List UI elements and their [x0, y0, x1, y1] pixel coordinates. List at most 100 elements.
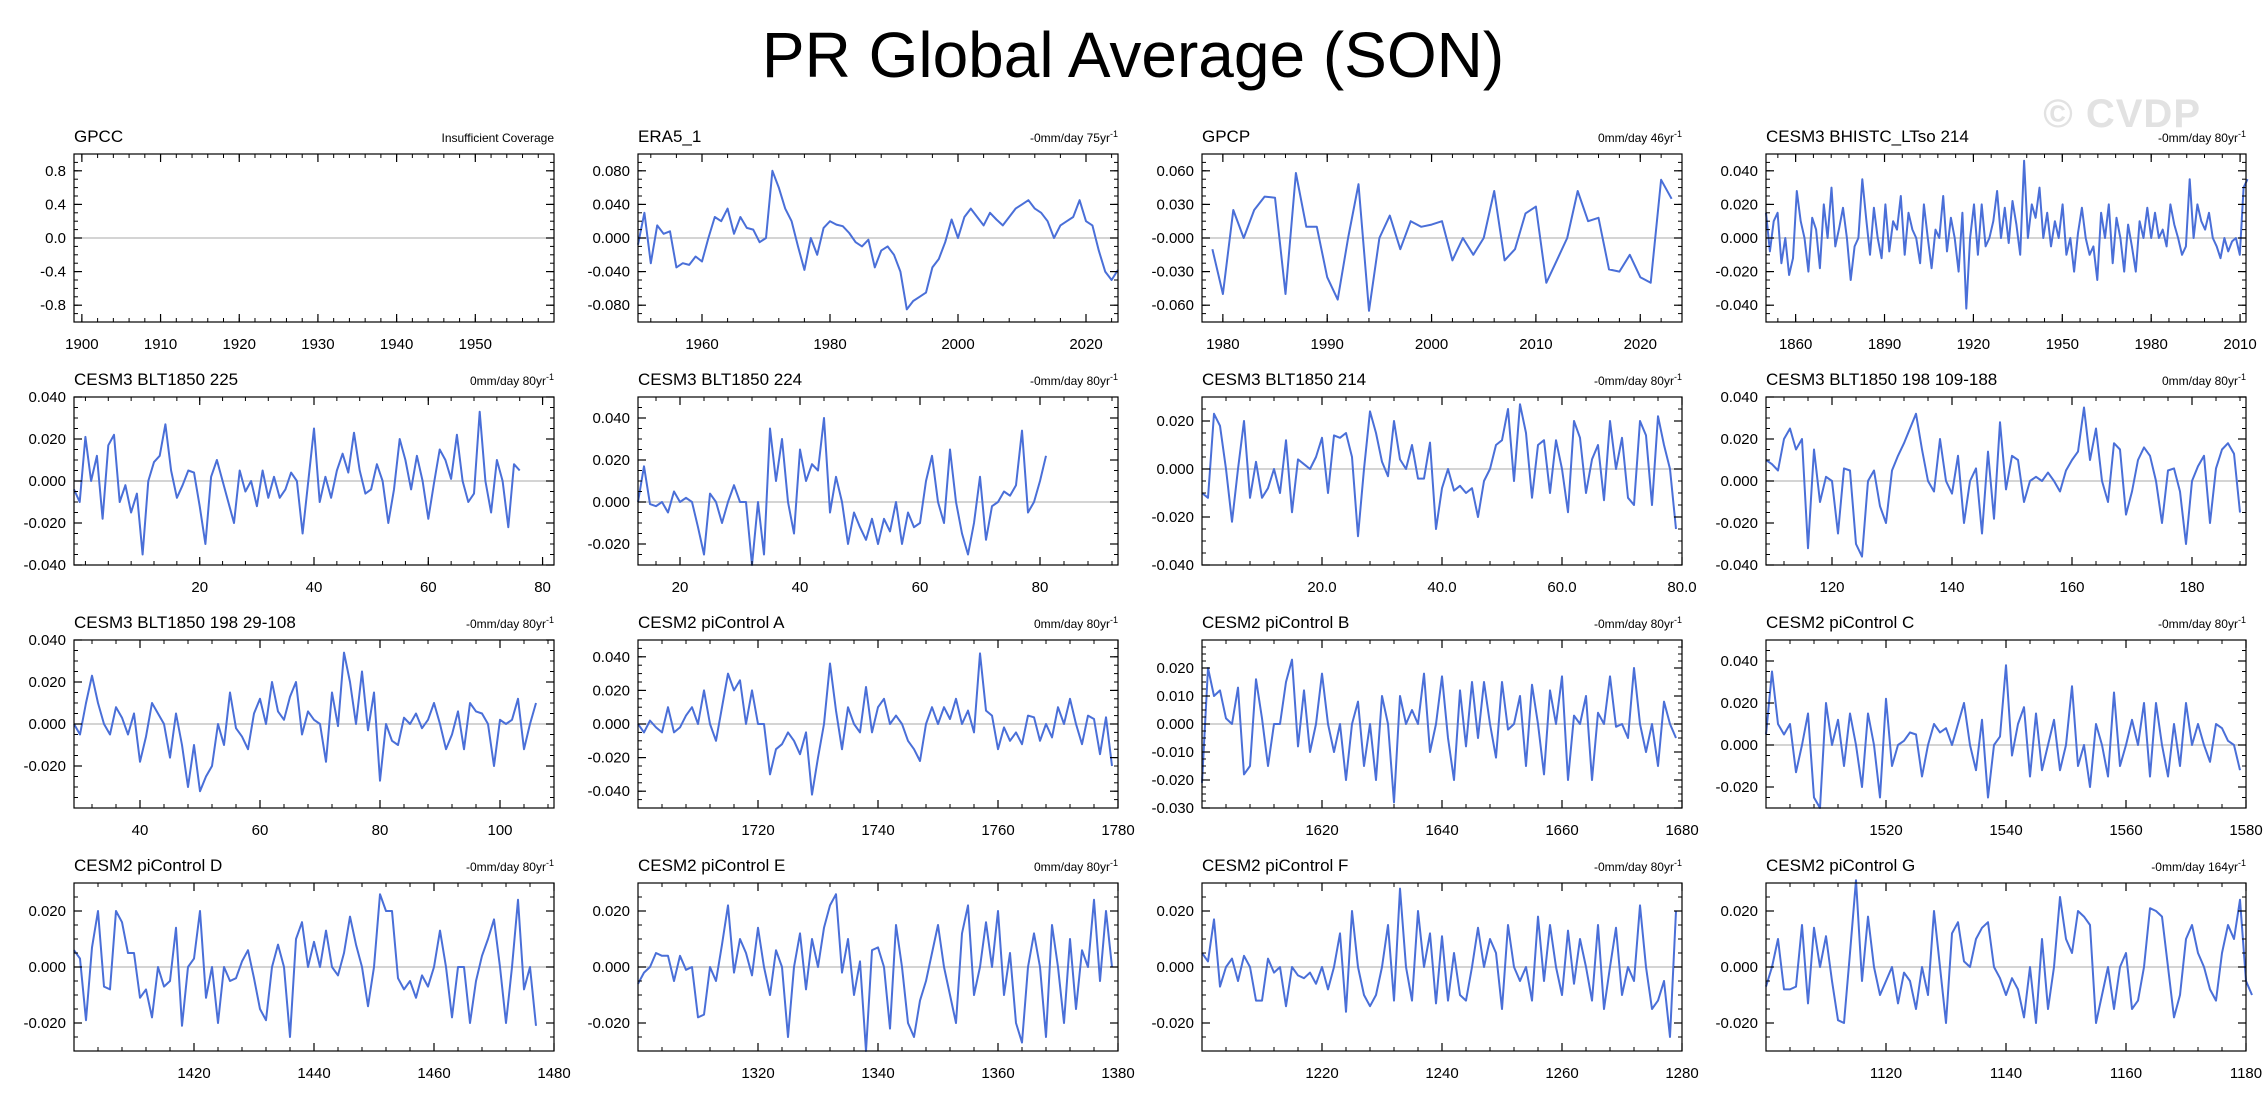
y-tick-label: -0.020 — [1151, 509, 1194, 526]
x-tick-label: 1360 — [981, 1065, 1014, 1082]
x-tick-label: 80 — [372, 822, 389, 839]
x-tick-label: 1740 — [861, 822, 894, 839]
x-tick-label: 40 — [132, 822, 149, 839]
x-tick-label: 1540 — [1989, 822, 2022, 839]
y-tick-label: 0.000 — [1720, 959, 1758, 976]
x-tick-label: 180 — [2179, 579, 2204, 596]
y-tick-label: 0.000 — [1720, 230, 1758, 247]
panel-title: GPCC — [74, 127, 123, 146]
x-tick-label: 20 — [191, 579, 208, 596]
x-tick-label: 1260 — [1545, 1065, 1578, 1082]
y-tick-label: 0.040 — [1720, 163, 1758, 180]
panel-title: CESM2 piControl G — [1766, 856, 1915, 875]
y-tick-label: 0.060 — [1156, 163, 1194, 180]
y-tick-label: 0.040 — [592, 196, 630, 213]
x-tick-label: 80.0 — [1667, 579, 1696, 596]
chart-panel-5: 20 40 60 80 -0.040 -0.020 0.000 0.020 0.040 CESM3… — [23, 370, 555, 596]
series-line — [73, 893, 537, 1038]
x-tick-label: 60 — [912, 579, 929, 596]
y-tick-label: 0.020 — [28, 674, 66, 691]
x-tick-label: 1980 — [813, 336, 846, 353]
x-tick-label: 60 — [420, 579, 437, 596]
y-tick-label: 0.040 — [592, 649, 630, 666]
series-line — [73, 651, 537, 793]
trend-label: 0mm/day 80yr-1 — [2162, 372, 2246, 388]
x-tick-label: 1960 — [685, 336, 718, 353]
series-line — [1201, 658, 1677, 804]
y-tick-label: -0.040 — [1715, 557, 1758, 574]
y-tick-label: 0.000 — [592, 716, 630, 733]
x-tick-label: 1320 — [741, 1065, 774, 1082]
panel-title: CESM2 piControl E — [638, 856, 785, 875]
panel-title: CESM2 piControl A — [638, 613, 785, 632]
series-line — [637, 417, 1047, 566]
x-tick-label: 140 — [1939, 579, 1964, 596]
x-tick-label: 1930 — [301, 336, 334, 353]
chart-panel-15: 1220 1240 1260 1280 -0.020 0.000 0.020 CESM2 pi… — [1151, 856, 1698, 1082]
page-title: PR Global Average (SON) — [761, 19, 1505, 91]
x-tick-label: 1420 — [177, 1065, 210, 1082]
trend-label: -0mm/day 164yr-1 — [2151, 858, 2246, 874]
panel-title: CESM2 piControl C — [1766, 613, 1914, 632]
x-tick-label: 1380 — [1101, 1065, 1134, 1082]
chart-panel-8: 120 140 160 180 -0.040 -0.020 0.000 0.020 0.040 C… — [1715, 370, 2247, 596]
series-line — [1201, 887, 1677, 1038]
y-tick-label: 0.000 — [592, 959, 630, 976]
chart-panel-13: 1420 1440 1460 1480 -0.020 0.000 0.020 CESM2 pi… — [23, 856, 570, 1082]
y-tick-label: 0.000 — [1720, 473, 1758, 490]
trend-label: -0mm/day 75yr-1 — [1030, 129, 1118, 145]
x-tick-label: 1940 — [380, 336, 413, 353]
x-tick-label: 60 — [252, 822, 269, 839]
panel-title: CESM3 BLT1850 225 — [74, 370, 238, 389]
chart-panel-12: 1520 1540 1560 1580 -0.020 0.000 0.020 0.040 CES… — [1715, 613, 2262, 839]
y-tick-label: -0.020 — [23, 758, 66, 775]
y-tick-label: -0.000 — [1151, 230, 1194, 247]
x-tick-label: 1560 — [2109, 822, 2142, 839]
chart-panel-7: 20.0 40.0 60.0 80.0 -0.040 -0.020 0.000 0.020 CE… — [1151, 370, 1696, 596]
y-tick-label: -0.020 — [1151, 772, 1194, 789]
y-tick-label: -0.020 — [1715, 264, 1758, 281]
y-tick-label: 0.010 — [1156, 688, 1194, 705]
y-tick-label: -0.040 — [23, 557, 66, 574]
y-tick-label: -0.080 — [587, 297, 630, 314]
watermark: © CVDP — [2043, 92, 2201, 136]
chart-panel-11: 1620 1640 1660 1680 -0.030 -0.020 -0.010 0.000 0… — [1151, 613, 1698, 839]
trend-label: -0mm/day 80yr-1 — [1594, 615, 1682, 631]
y-tick-label: 0.020 — [592, 452, 630, 469]
y-tick-label: -0.020 — [1715, 779, 1758, 796]
x-tick-label: 40 — [306, 579, 323, 596]
x-tick-label: 1460 — [417, 1065, 450, 1082]
x-tick-label: 1980 — [1206, 336, 1239, 353]
panel-title: ERA5_1 — [638, 127, 701, 146]
x-tick-label: 40 — [792, 579, 809, 596]
y-tick-label: 0.000 — [28, 473, 66, 490]
x-tick-label: 1890 — [1868, 336, 1901, 353]
chart-panel-10: 1720 1740 1760 1780 -0.040 -0.020 0.000 0.020 0.… — [587, 613, 1134, 839]
x-tick-label: 1920 — [223, 336, 256, 353]
y-tick-label: 0.000 — [28, 959, 66, 976]
x-tick-label: 80 — [1032, 579, 1049, 596]
x-tick-label: 2010 — [1519, 336, 1552, 353]
y-tick-label: -0.020 — [1715, 515, 1758, 532]
x-tick-label: 1340 — [861, 1065, 894, 1082]
y-tick-label: 0.080 — [592, 163, 630, 180]
x-tick-label: 20.0 — [1307, 579, 1336, 596]
y-tick-label: -0.020 — [587, 750, 630, 767]
y-tick-label: 0.030 — [1156, 196, 1194, 213]
x-tick-label: 2020 — [1624, 336, 1657, 353]
x-tick-label: 1990 — [1311, 336, 1344, 353]
y-tick-label: 0.000 — [1156, 461, 1194, 478]
y-tick-label: -0.040 — [1151, 557, 1194, 574]
y-tick-label: 0.040 — [592, 410, 630, 427]
y-tick-label: -0.020 — [1715, 1015, 1758, 1032]
chart-panel-6: 20 40 60 80 -0.020 0.000 0.020 0.040 CESM3 BLT18… — [587, 370, 1119, 596]
x-tick-label: 1280 — [1665, 1065, 1698, 1082]
chart-panel-1: 1900 1910 1920 1930 1940 1950 -0.8 -0.4 0.0 0.4 0.… — [40, 127, 555, 353]
x-tick-label: 1440 — [297, 1065, 330, 1082]
x-tick-label: 2000 — [1415, 336, 1448, 353]
x-tick-label: 60.0 — [1547, 579, 1576, 596]
trend-label: -0mm/day 80yr-1 — [1030, 372, 1118, 388]
y-tick-label: -0.4 — [40, 264, 66, 281]
x-tick-label: 1660 — [1545, 822, 1578, 839]
